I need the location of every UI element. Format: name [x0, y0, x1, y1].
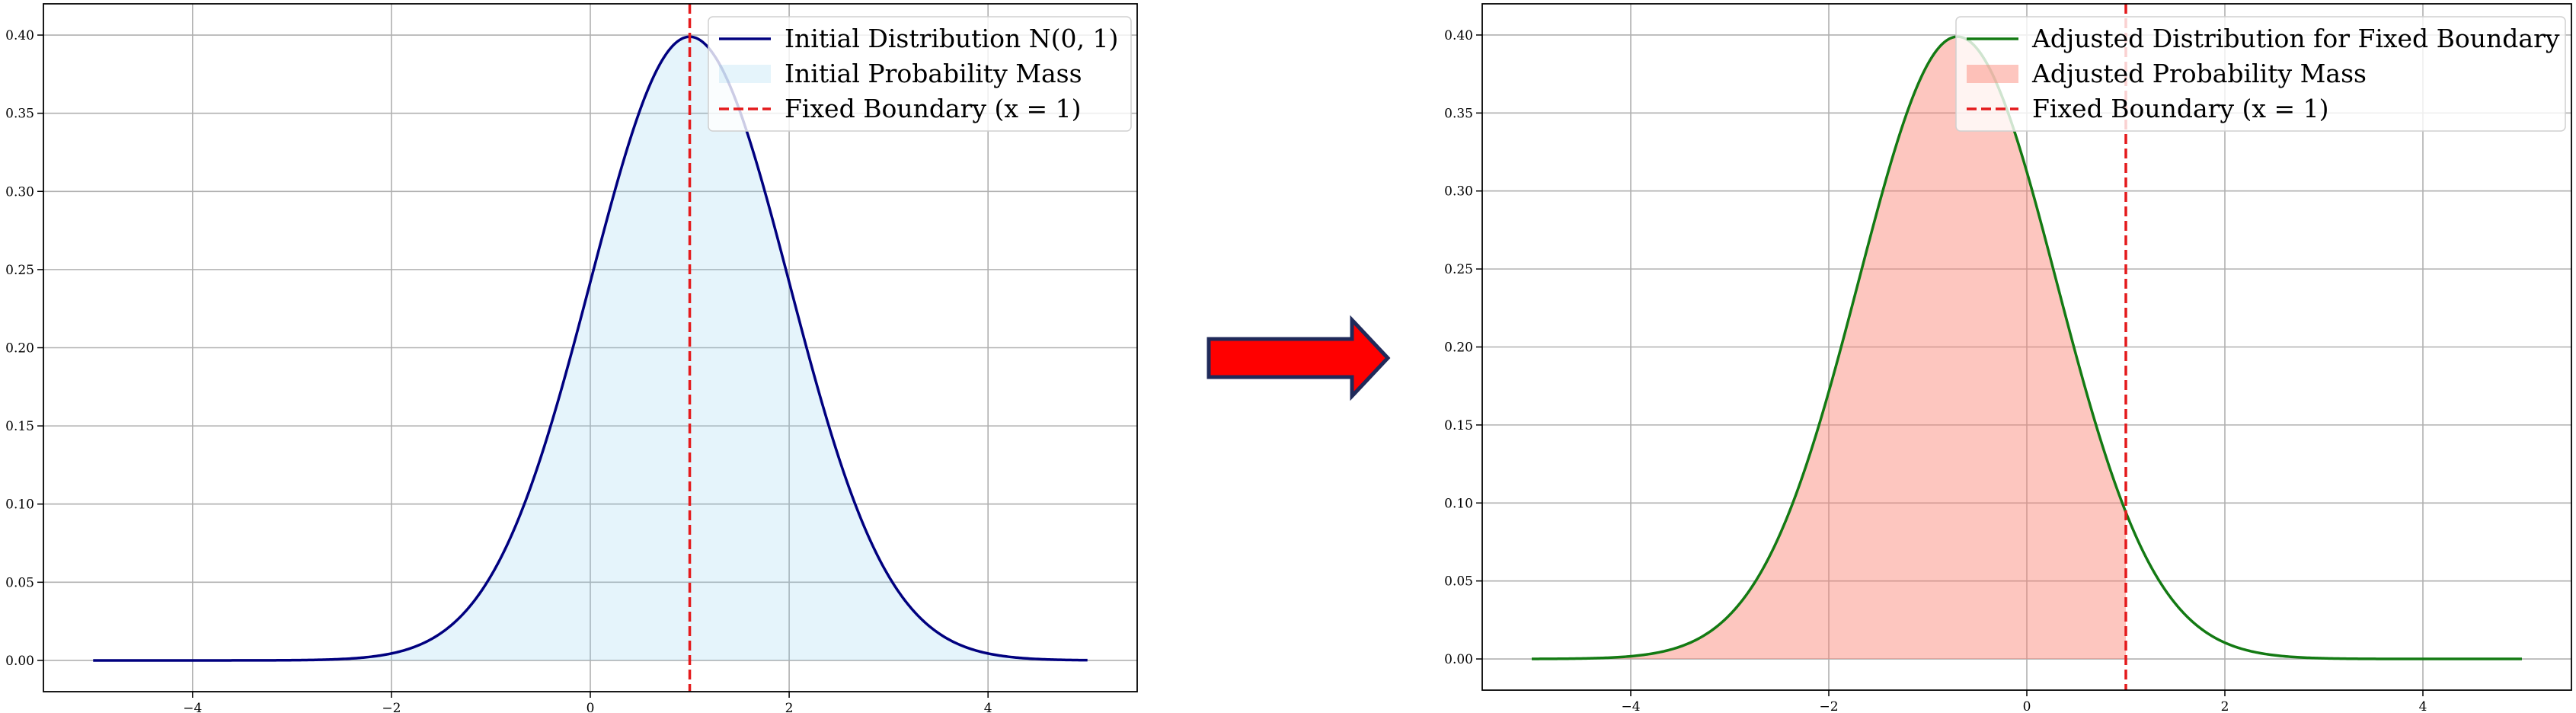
legend: Initial Distribution N(0, 1) Initial Prob…: [708, 16, 1132, 132]
legend-curve-label: Initial Distribution N(0, 1): [785, 24, 1118, 53]
x-tick-label: 2: [2221, 699, 2229, 713]
x-tick-label: 2: [785, 701, 794, 713]
legend-boundary-label: Fixed Boundary (x = 1): [2032, 94, 2329, 123]
distribution-curve: [1531, 35, 2522, 660]
legend-fill-swatch: [719, 65, 771, 83]
y-tick-label: 0.20: [5, 341, 34, 356]
y-tick-label: 0.35: [1444, 106, 1473, 121]
legend-fill-swatch: [1967, 65, 2018, 83]
y-tick-label: 0.30: [5, 184, 34, 200]
x-tick-label: −4: [183, 701, 202, 713]
legend-curve-label: Adjusted Distribution for Fixed Boundary: [2031, 24, 2560, 53]
y-tick-label: 0.40: [5, 28, 34, 43]
y-tick-label: 0.15: [1444, 418, 1473, 433]
legend-box: [1955, 16, 2566, 132]
probability-mass-area: [1532, 37, 2126, 660]
y-tick-label: 0.15: [5, 419, 34, 434]
y-tick-label: 0.00: [1444, 652, 1473, 667]
y-tick-label: 0.05: [1444, 574, 1473, 590]
y-tick-label: 0.35: [5, 107, 34, 122]
arrow-shape: [1207, 315, 1391, 401]
y-tick-label: 0.25: [1444, 262, 1473, 277]
legend-fill-label: Initial Probability Mass: [785, 59, 1082, 88]
y-tick-label: 0.25: [5, 263, 34, 278]
transition-arrow-icon: [1207, 315, 1391, 401]
y-tick-label: 0.30: [1444, 184, 1473, 200]
right-chart-panel: −4 −2 0 2 4 0.00 0.05 0.10 0.15 0.20 0.25 0.30 0.35 0…: [1444, 3, 2572, 713]
distribution-curve: [93, 35, 1088, 662]
x-tick-label: −4: [1621, 699, 1640, 713]
y-tick-label: 0.10: [1444, 496, 1473, 511]
legend-box: [708, 16, 1132, 132]
y-tick-label: 0.05: [5, 575, 34, 590]
legend: Adjusted Distribution for Fixed Boundary…: [1955, 16, 2566, 132]
x-tick-label: 0: [2023, 699, 2031, 713]
left-chart-panel: −4 −2 0 2 4 0.00 0.05 0.10 0.15 0.20 0.25 0.30 0.35 0…: [5, 3, 1138, 713]
y-tick-label: 0.40: [1444, 28, 1473, 43]
x-tick-label: −2: [382, 701, 401, 713]
y-tick-label: 0.20: [1444, 341, 1473, 356]
x-tick-label: 4: [984, 701, 992, 713]
x-tick-label: 4: [2419, 699, 2427, 713]
legend-fill-label: Adjusted Probability Mass: [2031, 59, 2367, 88]
legend-boundary-label: Fixed Boundary (x = 1): [785, 94, 1082, 123]
y-tick-label: 0.10: [5, 497, 34, 513]
x-tick-label: −2: [1819, 699, 1838, 713]
y-tick-label: 0.00: [5, 654, 34, 669]
probability-mass-area: [93, 37, 1088, 660]
x-tick-label: 0: [586, 701, 595, 713]
